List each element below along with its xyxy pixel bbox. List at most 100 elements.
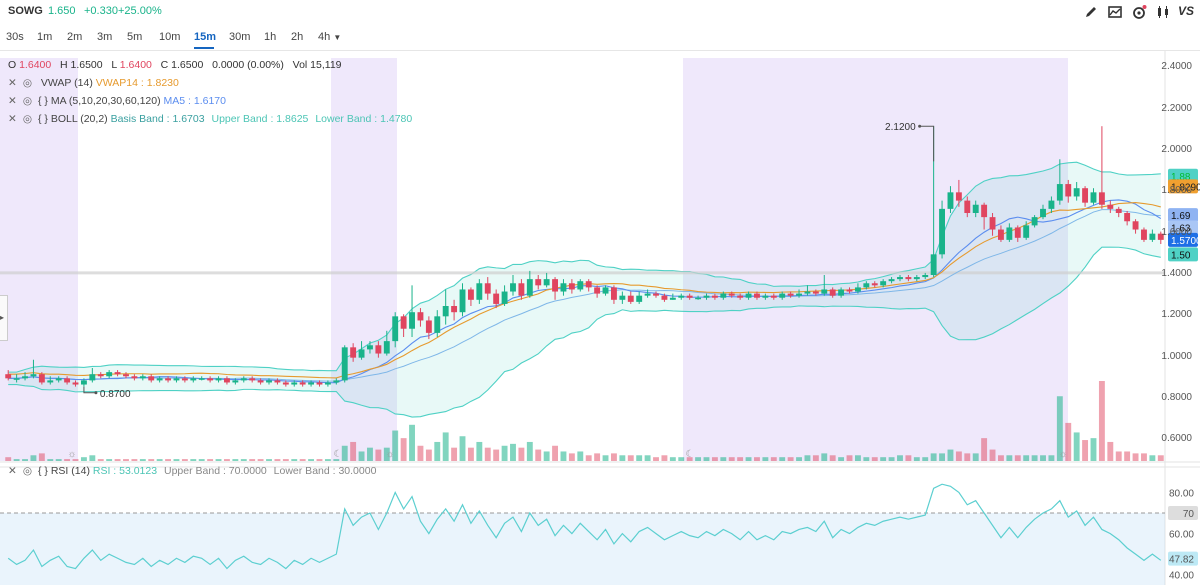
indicator-ma: ✕ ◎{ } MA (5,10,20,30,60,120) MA5 : 1.617… — [8, 95, 226, 107]
volume-bar — [106, 459, 113, 461]
candle-body — [249, 378, 256, 381]
eye-icon[interactable]: ◎ — [22, 77, 32, 89]
candle-body — [1141, 229, 1147, 240]
indicators-icon[interactable] — [1130, 3, 1148, 21]
candle-body — [846, 289, 853, 292]
close-icon[interactable]: ✕ — [8, 77, 17, 89]
code-braces-icon[interactable]: { } — [37, 465, 48, 477]
tab-1h[interactable]: 1h — [264, 31, 277, 43]
candle-body — [518, 283, 525, 296]
candle-body — [38, 374, 45, 383]
volume-bar — [585, 455, 592, 461]
volume-bar — [737, 457, 744, 461]
price-change-pct: +25.00% — [118, 5, 162, 17]
volume-bar — [333, 459, 340, 461]
close-icon[interactable]: ✕ — [8, 465, 17, 477]
candle-body — [863, 283, 870, 288]
volume-bar — [392, 430, 399, 461]
tab-15m[interactable]: 15m — [194, 31, 217, 43]
candle-body — [661, 295, 668, 300]
volume-bar — [240, 459, 247, 461]
tab-30s[interactable]: 30s — [6, 31, 24, 43]
candle-body — [1149, 233, 1156, 240]
candle-body — [585, 281, 592, 288]
candle-body — [64, 378, 71, 383]
tab-2h[interactable]: 2h — [291, 31, 304, 43]
candle-body — [13, 378, 20, 380]
volume-bar — [888, 457, 895, 461]
volume-bar — [148, 459, 155, 461]
close-icon[interactable]: ✕ — [8, 95, 17, 107]
candle-body — [871, 283, 878, 286]
code-braces-icon[interactable]: { } — [37, 95, 48, 107]
eye-icon[interactable]: ◎ — [22, 113, 32, 125]
volume-bar — [97, 459, 104, 461]
volume-bar — [383, 447, 390, 461]
candle-body — [173, 378, 180, 381]
volume-bar — [989, 449, 996, 461]
volume-bar — [1006, 455, 1013, 461]
close-icon[interactable]: ✕ — [8, 113, 17, 125]
candle-body — [1040, 208, 1046, 218]
tab-3m[interactable]: 3m — [97, 31, 113, 43]
tab-10m[interactable]: 10m — [159, 31, 181, 43]
volume-bar — [762, 457, 769, 461]
candle-body — [425, 320, 432, 333]
volume-bar — [123, 459, 129, 461]
price-tag-label: 1.8290 — [1171, 182, 1200, 193]
symbol-label[interactable]: SOWG — [8, 5, 43, 17]
collapse-handle[interactable]: ▸ — [0, 295, 8, 341]
compare-vs-button[interactable]: VS — [1178, 4, 1195, 18]
last-price: 1.650 — [48, 5, 76, 17]
rsi-axis-label: 80.00 — [1169, 488, 1194, 499]
candle-body — [350, 347, 357, 358]
low-annotation: 0.8700 — [100, 389, 131, 400]
volume-bar — [695, 457, 702, 461]
candle-body — [80, 380, 87, 385]
candle-body — [274, 380, 281, 383]
candle-body — [854, 287, 861, 292]
volume-bar — [913, 457, 920, 461]
tab-30m[interactable]: 30m — [229, 31, 251, 43]
volume-bar — [274, 459, 281, 461]
code-braces-icon[interactable]: { } — [37, 113, 48, 125]
volume-bar — [804, 455, 811, 461]
volume-bar — [518, 447, 525, 461]
volume-bar — [1132, 453, 1139, 461]
candle-body — [770, 295, 777, 298]
volume-bar — [299, 459, 306, 461]
tab-4h[interactable]: 4h ▼ — [318, 31, 342, 43]
candle-body — [964, 200, 971, 213]
volume-bar — [964, 453, 971, 461]
indicator-rsi: ✕ ◎{ } RSI (14) RSI : 53.0123 Upper Band … — [8, 465, 377, 477]
tab-5m[interactable]: 5m — [127, 31, 143, 43]
draw-pencil-icon[interactable] — [1082, 3, 1100, 21]
volume-bar — [981, 438, 988, 461]
price-tag — [1168, 168, 1198, 183]
eye-icon[interactable]: ◎ — [22, 95, 32, 107]
volume-bar — [770, 457, 777, 461]
candle-body — [97, 374, 104, 377]
candles-icon[interactable] — [1154, 3, 1172, 21]
price-chart[interactable]: 80.00 70 60.00 47.82 40.00 2.1200 0.8700 ☼ ☾ ☼ ☾ ☼… — [0, 51, 1200, 585]
sun-icon: ☼ — [385, 449, 394, 460]
eye-icon[interactable]: ◎ — [22, 465, 32, 477]
chart-type-icon[interactable] — [1106, 3, 1124, 21]
candle-body — [207, 378, 214, 381]
candle-body — [291, 382, 298, 385]
volume-bar — [1065, 422, 1072, 461]
candle-body — [434, 316, 441, 333]
volume-bar — [552, 445, 558, 461]
low-marker-dot — [94, 391, 98, 395]
candle-body — [148, 376, 155, 381]
volume-bar — [871, 457, 878, 461]
volume-bar — [829, 455, 836, 461]
candle-body — [106, 372, 113, 377]
volume-bar — [1048, 455, 1055, 461]
tab-1m[interactable]: 1m — [37, 31, 53, 43]
candle-body — [720, 293, 727, 298]
volume-bar — [156, 459, 163, 461]
candle-body — [1031, 217, 1038, 226]
tab-2m[interactable]: 2m — [67, 31, 83, 43]
rsi-axis-label: 40.00 — [1169, 571, 1194, 582]
